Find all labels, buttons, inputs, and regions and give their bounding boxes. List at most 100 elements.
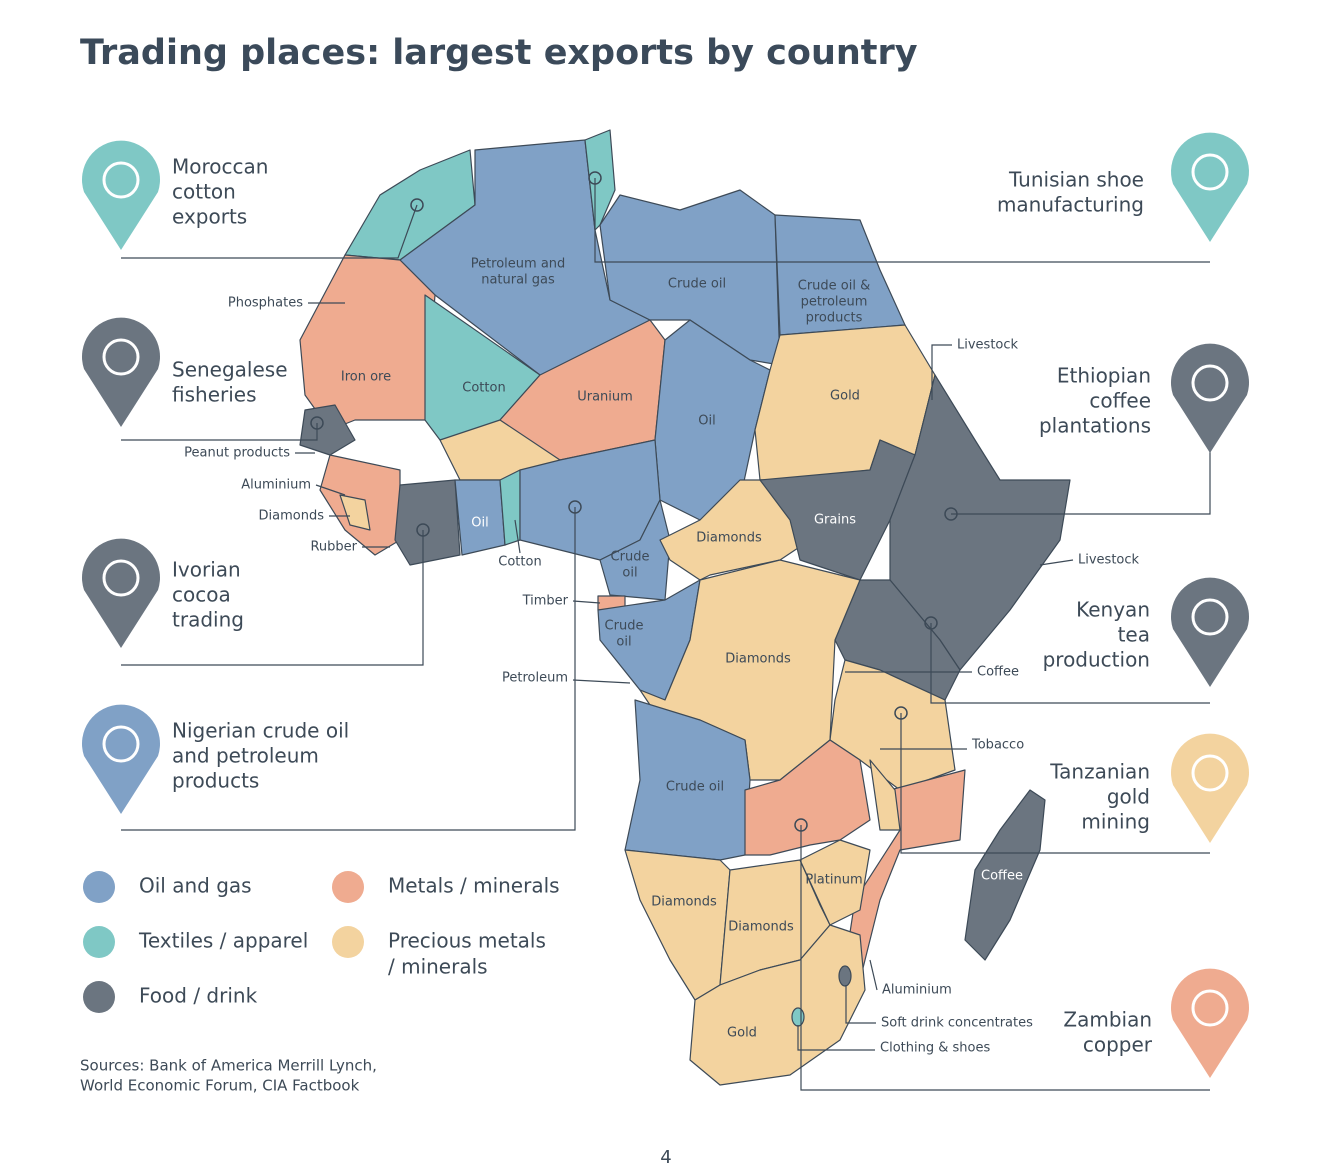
- leader-label: Coffee: [977, 665, 1019, 680]
- eswatini: [838, 965, 852, 987]
- country-label: Grains: [814, 513, 856, 528]
- leader-label: Phosphates: [228, 296, 303, 311]
- country-label: Crude oil: [668, 277, 726, 292]
- legend-label: Metals / minerals: [388, 874, 560, 898]
- leader-line: [869, 959, 878, 991]
- marker: [310, 416, 324, 430]
- marker: [794, 818, 808, 832]
- page-number: 4: [660, 1147, 671, 1168]
- sources: World Economic Forum, CIA Factbook: [80, 1077, 360, 1095]
- callout-text: Tanzanian: [1049, 760, 1150, 784]
- pin: [1171, 343, 1249, 453]
- namibia: [624, 849, 731, 1001]
- leader-line: [931, 344, 952, 400]
- leader-line: [572, 600, 601, 604]
- legend-swatch: [83, 871, 115, 903]
- marker: [410, 198, 424, 212]
- leader-label: Cotton: [498, 555, 541, 570]
- country-label: Petroleum and: [471, 257, 566, 272]
- leader-line: [121, 530, 424, 666]
- country-label: Gold: [830, 389, 860, 404]
- pin-icon: [102, 338, 140, 376]
- leader-label: Diamonds: [259, 509, 325, 524]
- zambia: [744, 739, 871, 856]
- legend-label: Food / drink: [139, 984, 258, 1008]
- sierra-leone: [339, 494, 371, 531]
- leader-line: [930, 623, 1210, 704]
- callout-text: tea: [1118, 623, 1150, 647]
- zimbabwe: [799, 839, 871, 926]
- marker: [924, 616, 938, 630]
- callout-text: copper: [1083, 1033, 1153, 1057]
- leader-line: [951, 440, 1211, 515]
- country-label: Iron ore: [341, 370, 391, 385]
- madagascar: [964, 789, 1046, 961]
- callout-text: Zambian: [1063, 1008, 1152, 1032]
- country-label: oil: [622, 566, 637, 581]
- pin: [1171, 968, 1249, 1078]
- callout-text: and petroleum: [172, 744, 319, 768]
- legend-swatch: [332, 926, 364, 958]
- country-label: Diamonds: [651, 895, 717, 910]
- country-label: Crude: [611, 550, 650, 565]
- country-label: Crude: [605, 619, 644, 634]
- leader-line: [572, 679, 631, 684]
- legend-swatch: [332, 871, 364, 903]
- pin-icon: [102, 725, 140, 763]
- country-label: Platinum: [805, 873, 862, 888]
- leader-line: [845, 985, 876, 1024]
- country-label: Diamonds: [728, 920, 794, 935]
- callout-text: plantations: [1039, 414, 1151, 438]
- pin: [1171, 733, 1249, 843]
- country-label: products: [806, 311, 863, 326]
- callout-text: Moroccan: [172, 155, 268, 179]
- pin: [81, 538, 160, 648]
- malawi: [869, 759, 901, 831]
- callout-text: Ivorian: [172, 558, 241, 582]
- title: Trading places: largest exports by count…: [80, 33, 918, 73]
- callout-text: mining: [1081, 810, 1150, 834]
- leader-label: Livestock: [1078, 553, 1140, 568]
- pin-icon: [102, 559, 140, 597]
- pin-icon: [1191, 364, 1229, 402]
- pin: [81, 704, 160, 814]
- sources: Sources: Bank of America Merrill Lynch,: [80, 1057, 377, 1075]
- country-label: Coffee: [981, 869, 1023, 884]
- callout-text: fisheries: [172, 383, 257, 407]
- legend-swatch: [83, 981, 115, 1013]
- legend-label: Precious metals: [388, 929, 546, 953]
- ethiopia-somalia: [889, 374, 1071, 671]
- leader-line: [121, 507, 576, 831]
- pin: [1171, 132, 1249, 242]
- country-label: Uranium: [577, 390, 633, 405]
- leader-line: [514, 519, 521, 554]
- pin: [81, 317, 160, 427]
- country-label: Diamonds: [696, 531, 762, 546]
- callout-text: Tunisian shoe: [1008, 168, 1144, 192]
- pin-icon: [1191, 989, 1229, 1027]
- country-label: Gold: [727, 1026, 757, 1041]
- marker: [944, 507, 958, 521]
- leader-label: Livestock: [957, 338, 1019, 353]
- marker: [568, 500, 582, 514]
- south-africa: [689, 924, 866, 1086]
- leader-label: Tobacco: [971, 738, 1024, 753]
- leader-line: [1039, 559, 1074, 566]
- africa-map: [299, 129, 1071, 1086]
- pin-icon: [102, 161, 140, 199]
- pin: [81, 140, 160, 250]
- leader-line: [797, 1025, 875, 1051]
- legend-label: Oil and gas: [139, 874, 252, 898]
- leader-line: [121, 204, 418, 259]
- pin-icon: [1191, 153, 1229, 191]
- callout-text: cocoa: [172, 583, 231, 607]
- country-label: Cotton: [462, 381, 505, 396]
- marker: [894, 706, 908, 720]
- callout-text: gold: [1107, 785, 1150, 809]
- pin-icon: [1191, 598, 1229, 636]
- pin-icon: [1191, 754, 1229, 792]
- callout-text: coffee: [1089, 389, 1151, 413]
- leader-label: Petroleum: [502, 671, 568, 686]
